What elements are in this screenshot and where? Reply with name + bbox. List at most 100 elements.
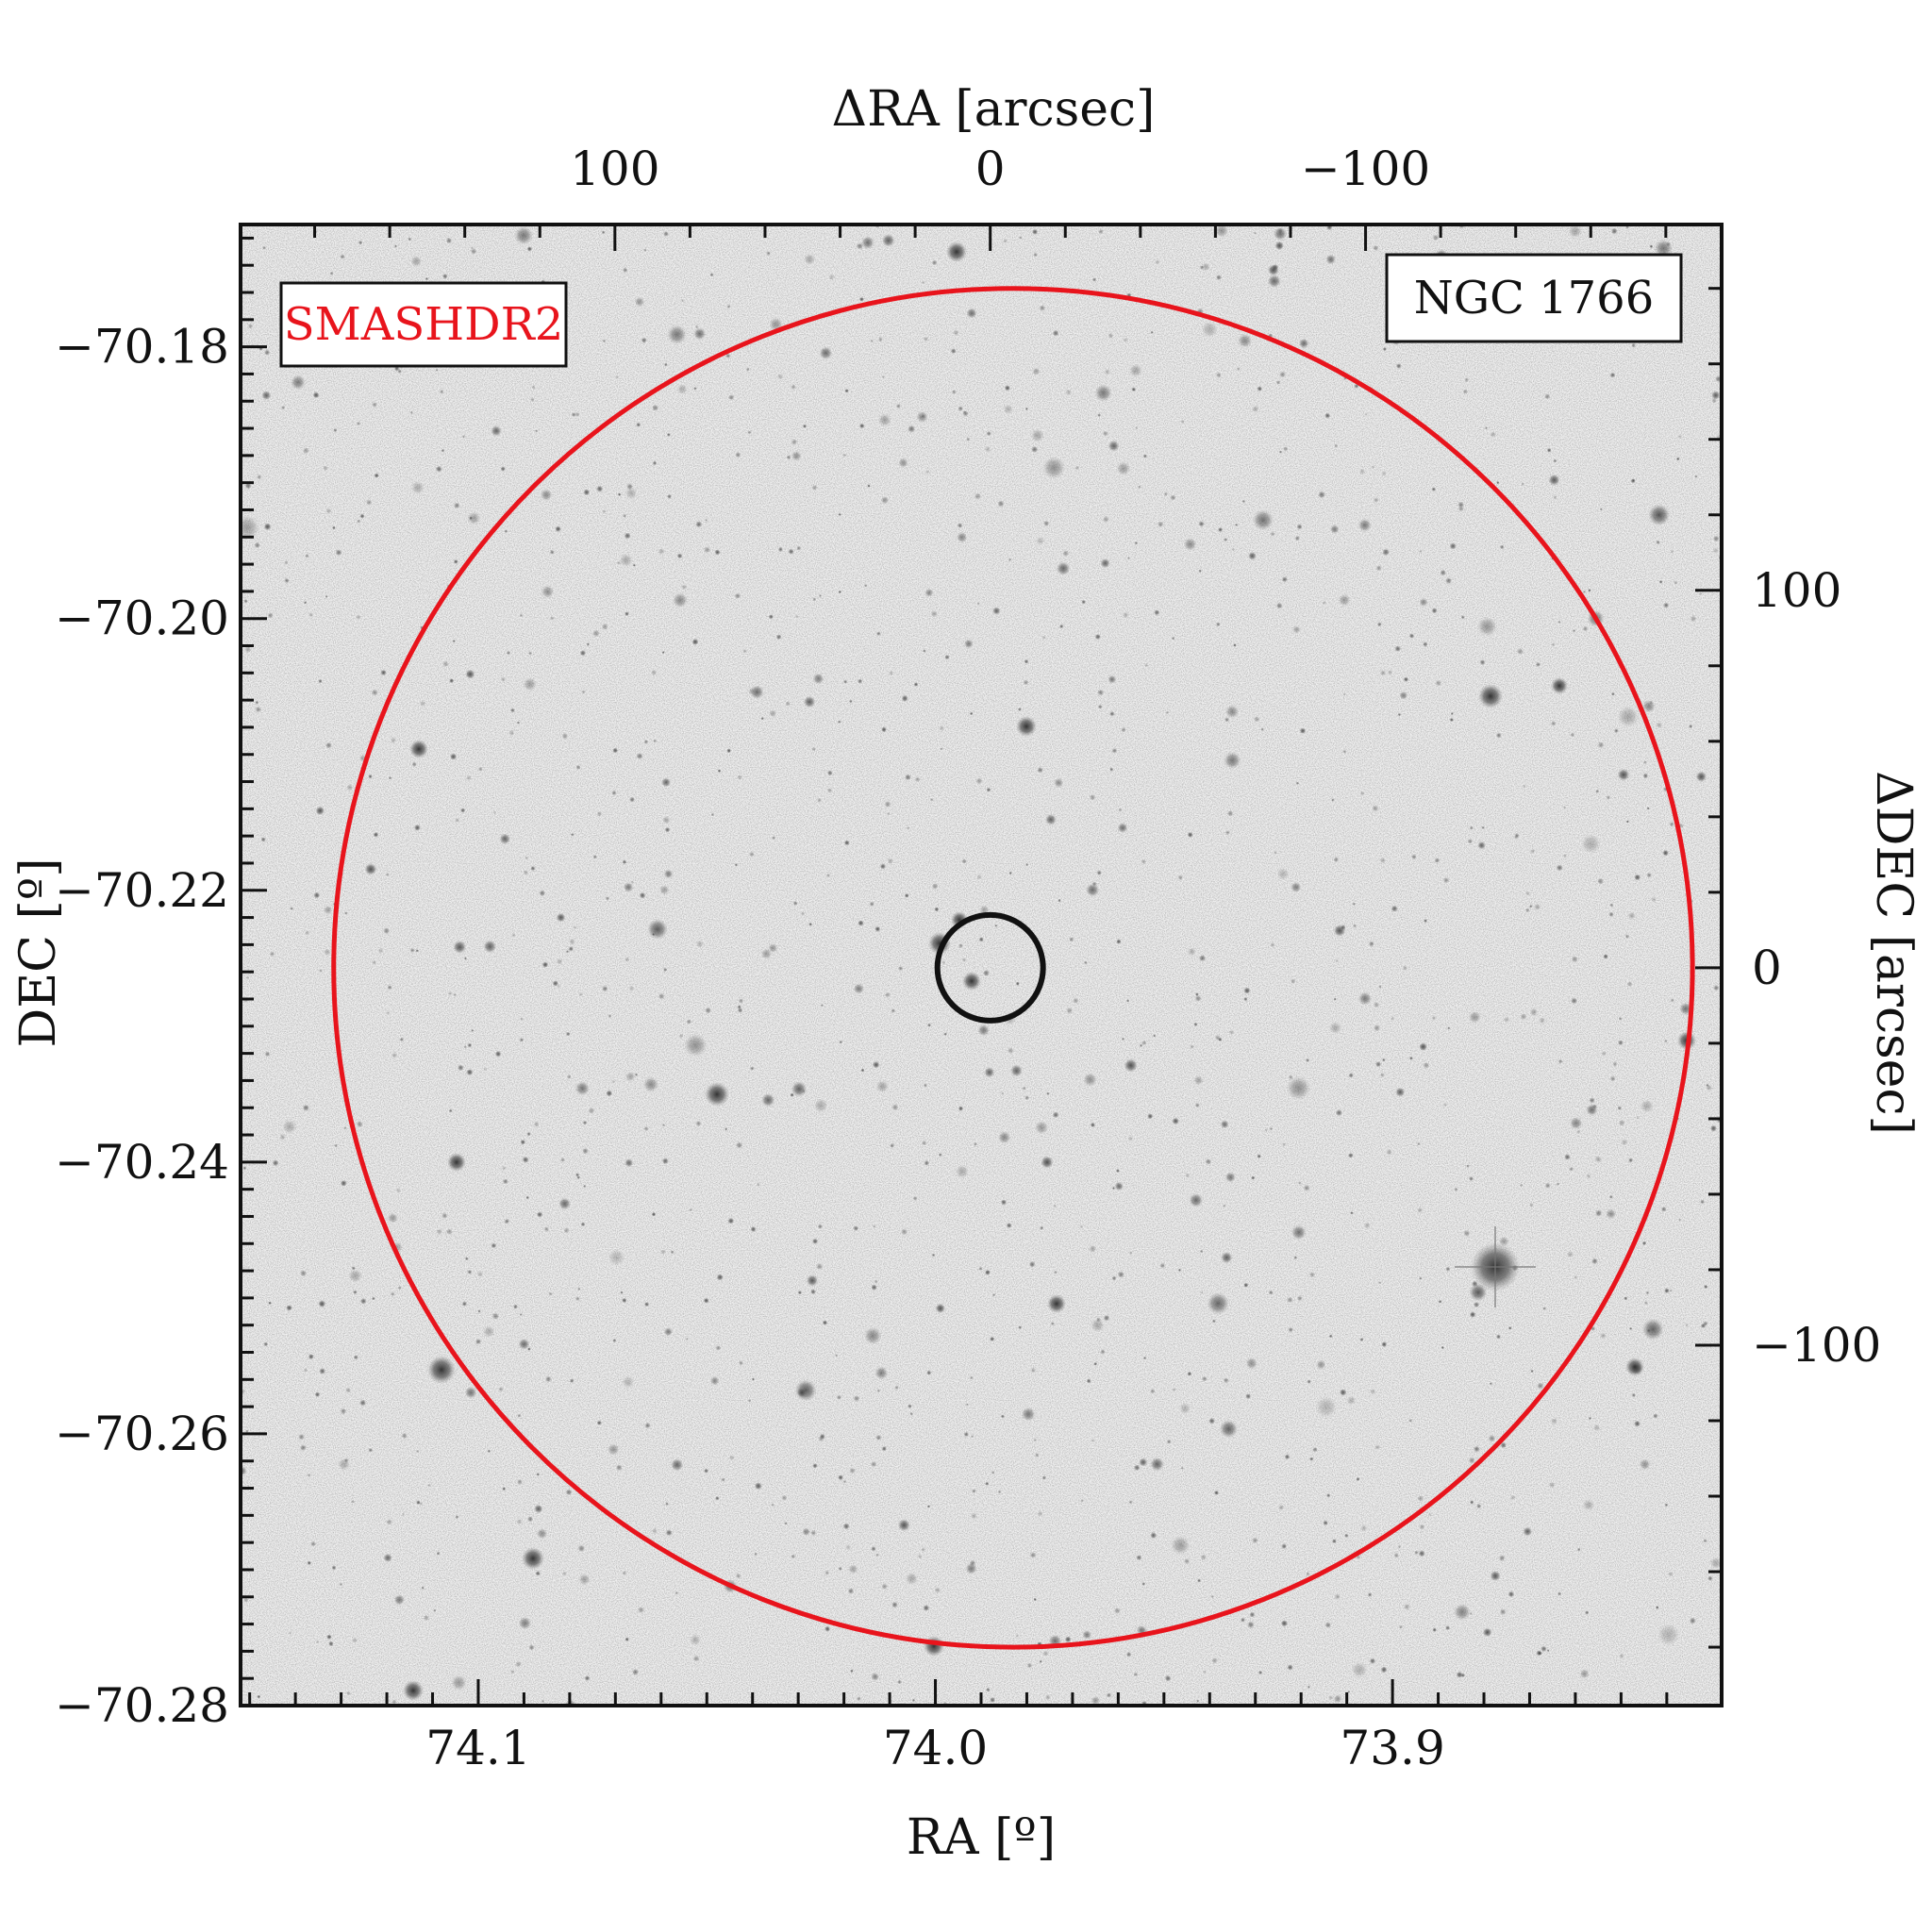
star: [1141, 1582, 1146, 1586]
star: [469, 516, 474, 521]
star: [1610, 691, 1615, 696]
star: [1630, 478, 1636, 484]
star: [477, 1309, 481, 1313]
star: [1334, 443, 1339, 448]
star: [1694, 475, 1698, 478]
star: [1129, 363, 1142, 377]
star: [1713, 985, 1720, 991]
star: [331, 1565, 337, 1571]
star: [1551, 642, 1556, 647]
star: [1363, 1222, 1371, 1229]
star: [1275, 602, 1283, 609]
star: [804, 253, 816, 265]
star: [372, 1296, 375, 1301]
star: [1022, 1086, 1026, 1091]
star: [931, 1253, 936, 1257]
star: [622, 1571, 627, 1575]
star: [1147, 1113, 1154, 1120]
star: [508, 729, 515, 737]
star: [625, 1637, 629, 1642]
star: [544, 1375, 552, 1383]
star: [874, 1279, 878, 1284]
star: [1125, 1651, 1132, 1657]
star: [1117, 1271, 1124, 1278]
star: [516, 721, 521, 724]
star: [1251, 1175, 1256, 1180]
star: [1024, 1095, 1030, 1101]
star: [1197, 1578, 1202, 1583]
star: [1091, 881, 1097, 887]
star: [387, 985, 392, 991]
star: [1131, 387, 1137, 392]
star: [676, 553, 683, 559]
star: [622, 1375, 635, 1389]
star: [826, 874, 830, 877]
star: [1253, 716, 1260, 723]
star: [1469, 1311, 1476, 1318]
star: [509, 708, 515, 713]
star: [715, 1495, 720, 1501]
star: [685, 1337, 689, 1341]
star: [561, 732, 569, 740]
star: [1650, 896, 1657, 903]
star: [1593, 1424, 1601, 1432]
cluster-circle: [934, 911, 1046, 1024]
star: [897, 1519, 910, 1532]
star: [1021, 1407, 1036, 1422]
star: [1626, 981, 1633, 988]
star: [1275, 380, 1281, 385]
star: [1282, 445, 1289, 452]
survey-label-box: SMASHDR2: [279, 281, 568, 368]
star: [908, 425, 916, 433]
star: [1154, 609, 1160, 616]
star: [393, 1594, 405, 1606]
star: [749, 851, 755, 858]
star: [666, 432, 671, 437]
star: [661, 1158, 669, 1165]
star: [888, 670, 894, 676]
star: [401, 1432, 408, 1440]
star: [1306, 1572, 1310, 1576]
star: [1563, 806, 1567, 809]
star: [1097, 413, 1101, 417]
star: [663, 869, 674, 879]
star: [1530, 1369, 1534, 1374]
star: [1031, 228, 1039, 235]
star: [1403, 676, 1409, 682]
y-right-tick-label: 100: [1752, 563, 1841, 618]
star: [441, 448, 445, 453]
star: [319, 969, 323, 973]
star: [561, 1571, 568, 1576]
star: [923, 1083, 927, 1088]
star: [419, 700, 426, 708]
star: [527, 651, 533, 656]
star: [435, 465, 442, 473]
star: [1163, 491, 1169, 496]
star: [1198, 955, 1207, 962]
star: [1116, 939, 1122, 944]
star: [812, 597, 817, 602]
star: [1084, 960, 1088, 965]
star: [445, 1228, 453, 1236]
star: [796, 545, 802, 551]
star: [750, 685, 764, 699]
star: [1649, 244, 1654, 249]
star: [728, 394, 735, 401]
star: [1643, 760, 1647, 764]
star: [843, 840, 850, 846]
star: [941, 960, 946, 965]
star: [1159, 1262, 1166, 1269]
star: [359, 513, 365, 519]
star: [977, 1024, 990, 1037]
star: [531, 385, 536, 390]
star: [575, 764, 581, 771]
star: [477, 766, 483, 772]
star: [565, 1489, 573, 1496]
star: [465, 774, 473, 781]
star: [684, 1033, 708, 1058]
star: [931, 259, 938, 266]
star: [676, 384, 688, 395]
star: [874, 1366, 889, 1380]
star: [1348, 1073, 1354, 1078]
star: [1199, 265, 1205, 270]
